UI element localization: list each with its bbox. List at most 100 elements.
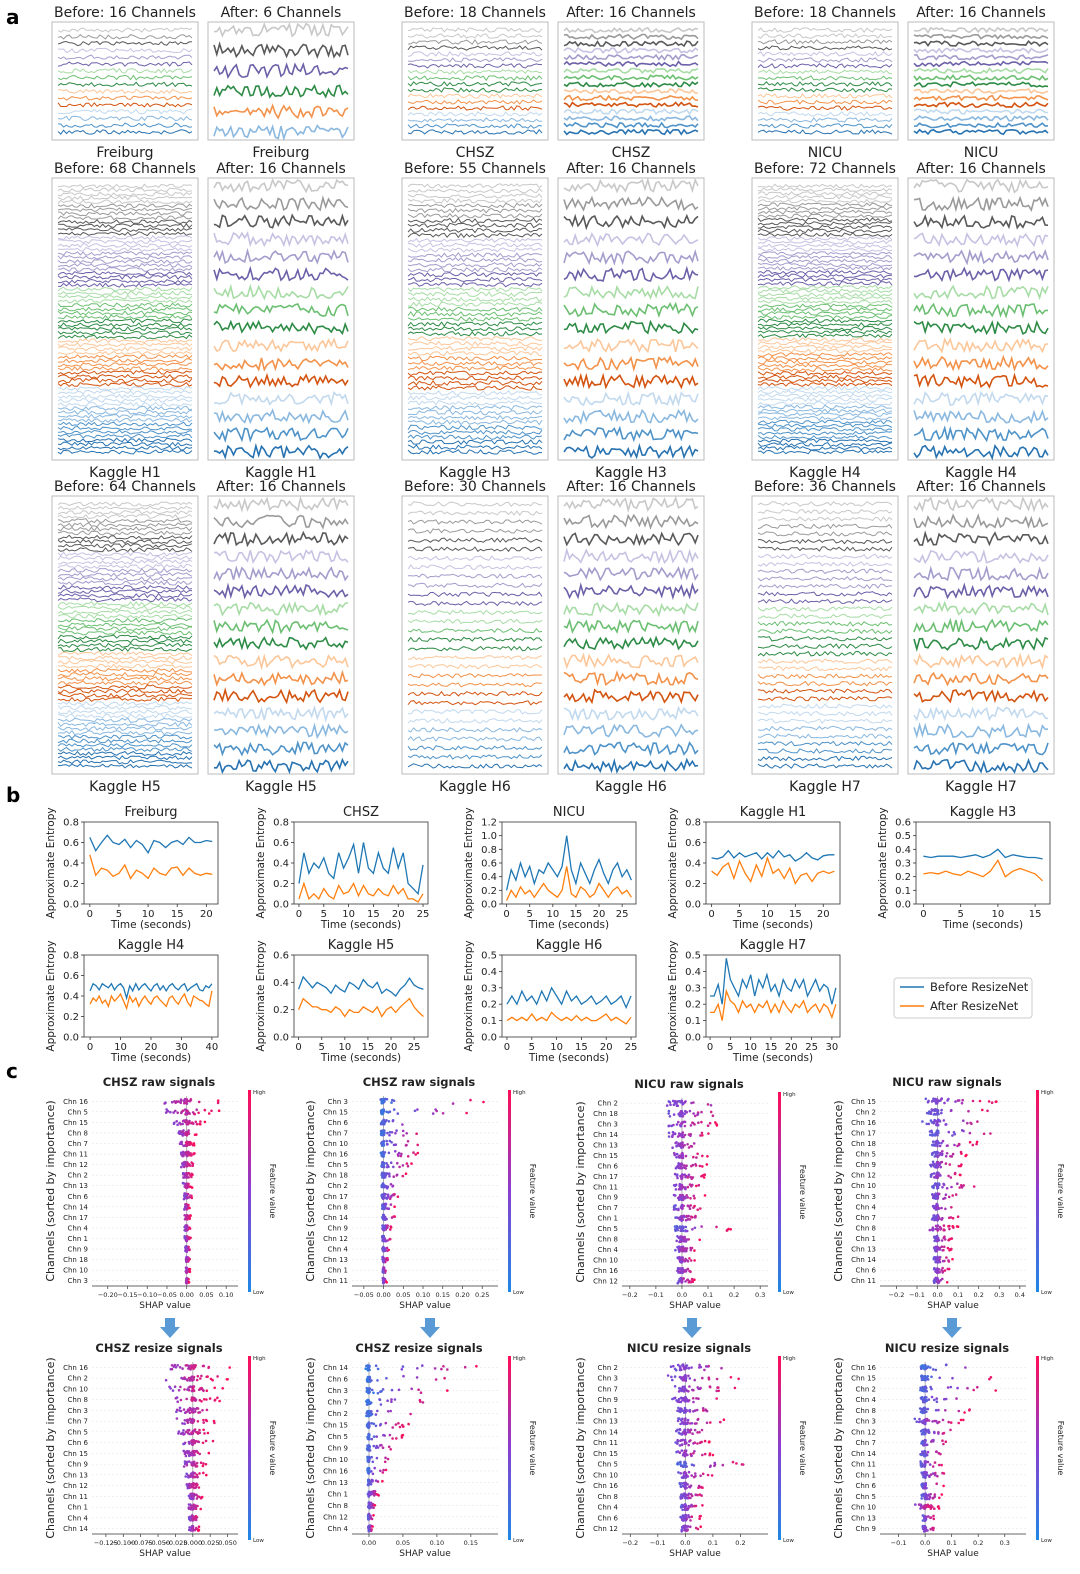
shap-point	[696, 1112, 700, 1116]
shap-point	[380, 1111, 383, 1114]
shap-point	[213, 1386, 216, 1390]
channel-label: Chn 8	[68, 1396, 88, 1404]
x-tick-label: 10	[546, 909, 559, 920]
eeg-channel-trace	[757, 434, 893, 440]
shap-point	[184, 1245, 188, 1248]
eeg-channel-trace	[757, 307, 893, 312]
x-tick-label: 25	[417, 909, 430, 920]
shap-point	[688, 1377, 692, 1380]
eeg-channel-trace	[58, 282, 193, 288]
eeg-channel-trace	[57, 659, 193, 665]
x-axis-label: SHAP value	[139, 1549, 191, 1559]
eeg-channel-trace	[57, 634, 193, 640]
shap-point	[680, 1153, 684, 1157]
eeg-channel-trace	[57, 671, 193, 678]
eeg-channel-trace	[213, 635, 349, 651]
x-tick-label: 15	[570, 909, 583, 920]
eeg-channel-trace	[57, 551, 193, 557]
y-tick-label: 0.0	[685, 1033, 701, 1044]
colorbar	[778, 1092, 781, 1292]
eeg-channel-trace	[563, 513, 699, 530]
shap-point	[180, 1111, 183, 1115]
shap-point	[382, 1234, 386, 1238]
shap-point	[704, 1365, 708, 1368]
shap-point	[673, 1132, 677, 1136]
shap-point	[174, 1366, 178, 1369]
x-tick-label: 15	[367, 909, 380, 920]
shap-point	[929, 1119, 933, 1122]
y-tick-label: 0.2	[63, 1012, 79, 1023]
eeg-channel-trace	[407, 390, 543, 396]
shap-point	[195, 1122, 199, 1126]
shap-point	[989, 1132, 992, 1135]
shap-point	[194, 1120, 198, 1124]
shap-point	[365, 1399, 369, 1402]
shap-point	[672, 1364, 675, 1368]
shap-point	[706, 1124, 710, 1127]
eeg-channel-trace	[913, 88, 1049, 95]
shap-point	[677, 1431, 681, 1434]
eeg-channel-trace	[57, 513, 193, 520]
shap-point	[711, 1114, 715, 1117]
eeg-channel-trace	[57, 334, 193, 340]
y-tick-label: 0.8	[273, 818, 289, 829]
eeg-channel-trace	[57, 522, 192, 528]
eeg-channel-trace	[407, 45, 543, 51]
eeg-channel-trace	[407, 281, 543, 288]
shap-point	[938, 1144, 942, 1148]
shap-point	[185, 1277, 188, 1280]
shap-point	[191, 1485, 194, 1488]
shap-point	[195, 1473, 199, 1477]
shap-point	[380, 1132, 384, 1136]
shap-point	[941, 1185, 944, 1189]
shap-point	[681, 1379, 685, 1382]
shap-point	[375, 1456, 379, 1460]
eeg-channel-trace	[913, 284, 1049, 301]
shap-point	[691, 1176, 695, 1179]
shap-point	[679, 1460, 682, 1464]
shap-point	[374, 1364, 378, 1367]
y-tick-label: 0.0	[273, 900, 289, 911]
shap-point	[196, 1475, 199, 1479]
eeg-channel-trace	[913, 213, 1049, 230]
shap-point	[697, 1121, 700, 1124]
x-tick-label: 15	[171, 909, 184, 920]
eeg-channel-trace	[213, 177, 349, 194]
eeg-channel-trace	[57, 501, 193, 507]
shap-point	[396, 1195, 400, 1198]
x-tick-label: 20	[385, 1042, 398, 1053]
shap-point	[686, 1409, 689, 1412]
shap-point	[681, 1238, 684, 1241]
shap-point	[221, 1387, 224, 1390]
shap-point	[694, 1504, 698, 1508]
series-line-after	[89, 990, 213, 1011]
y-tick-label: 0.5	[685, 951, 701, 962]
shap-point	[934, 1269, 938, 1273]
eeg-channel-trace	[57, 322, 193, 328]
eeg-channel-trace	[757, 202, 893, 208]
shap-point	[679, 1376, 683, 1379]
x-tick-label: 15	[765, 1042, 778, 1053]
x-tick-label: 5	[727, 1042, 733, 1053]
y-axis-label: Approximate Entropy	[463, 940, 475, 1051]
shap-point	[953, 1132, 956, 1136]
shap-point	[386, 1193, 390, 1196]
eeg-channel-trace	[757, 423, 893, 428]
eeg-channel-trace	[407, 330, 543, 337]
channel-label: Chn 3	[856, 1193, 876, 1201]
shap-point	[676, 1135, 680, 1138]
entropy-chart: Kaggle H60.00.10.20.30.40.50 5 10 15 20 25Tim…	[463, 938, 637, 1064]
shap-point	[384, 1258, 388, 1261]
eeg-channel-trace	[757, 397, 893, 403]
channel-label: Chn 2	[856, 1108, 876, 1116]
shap-point	[691, 1432, 694, 1435]
channel-label: Chn 6	[598, 1514, 619, 1522]
shap-point	[931, 1160, 935, 1164]
y-tick-label: 0.8	[63, 818, 79, 829]
shap-point	[208, 1397, 212, 1400]
shap-point	[193, 1112, 196, 1116]
signal-panel-title: Before: 64 Channels	[54, 479, 196, 495]
eeg-channel-trace	[407, 519, 543, 525]
eeg-channel-trace	[913, 671, 1049, 687]
